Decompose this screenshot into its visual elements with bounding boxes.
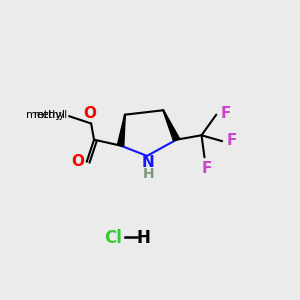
Text: H: H <box>136 229 151 247</box>
Text: F: F <box>221 106 231 121</box>
Polygon shape <box>163 110 179 141</box>
Text: Cl: Cl <box>104 229 122 247</box>
Text: F: F <box>226 133 237 148</box>
Polygon shape <box>117 115 125 146</box>
Text: methyl: methyl <box>33 110 68 120</box>
Text: O: O <box>71 154 84 169</box>
Text: F: F <box>202 161 212 176</box>
Text: methyl: methyl <box>26 110 64 120</box>
Text: O: O <box>83 106 96 121</box>
Text: N: N <box>141 155 154 170</box>
Text: H: H <box>143 167 154 181</box>
